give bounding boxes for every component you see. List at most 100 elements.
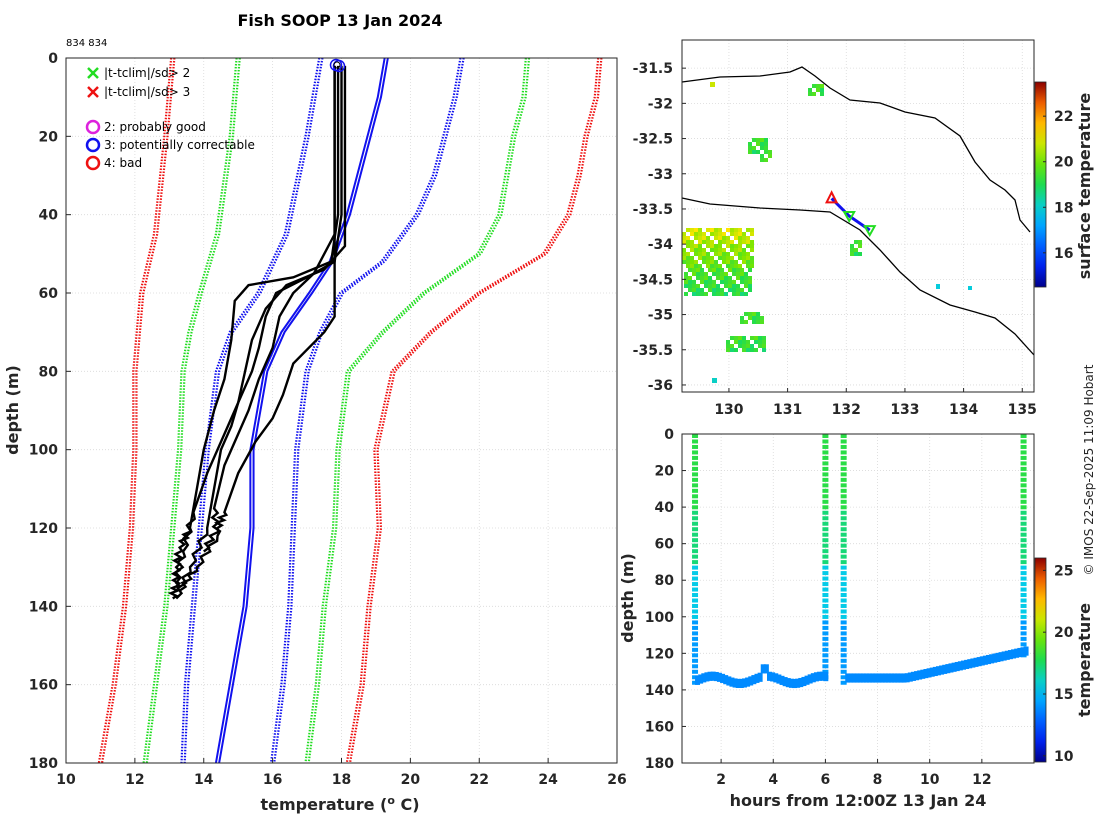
sst-patch [752, 146, 756, 150]
cast-point [840, 444, 847, 449]
sst-patch [714, 252, 718, 256]
sst-patch [728, 284, 732, 288]
ship-track [830, 197, 871, 232]
x-tick-label: 12 [972, 772, 991, 788]
bottom-point [795, 678, 801, 688]
cast-point [692, 647, 699, 652]
time-depth-x-label: hours from 12:00Z 13 Jan 24 [730, 791, 987, 810]
cast-point [1020, 499, 1027, 504]
sst-patch [736, 272, 740, 276]
sst-patch [756, 138, 760, 142]
sst-patch [710, 244, 714, 248]
sst-patch [742, 344, 746, 348]
profile-line [167, 65, 343, 600]
cast-point [822, 554, 829, 559]
y-tick-label: -33 [648, 167, 673, 183]
sst-patch [706, 236, 710, 240]
cast-point [692, 636, 699, 641]
x-tick-label: 26 [607, 772, 626, 788]
sst-patch [726, 228, 730, 232]
legend-label: 3: potentially correctable [104, 138, 255, 152]
sst-patch [850, 244, 854, 248]
sst-patch [808, 92, 812, 96]
sst-patch [720, 272, 724, 276]
cast-point [822, 521, 829, 526]
colorbar-tick-label: 22 [1054, 109, 1073, 125]
sst-patch [692, 272, 696, 276]
sst-patch [726, 344, 730, 348]
sst-patch [684, 280, 688, 284]
cast-point [822, 505, 829, 510]
sst-patch [698, 228, 702, 232]
bottom-point [957, 661, 963, 671]
bottom-point [767, 671, 773, 681]
sst-patch [712, 272, 716, 276]
cast-point [840, 461, 847, 466]
bottom-point [757, 672, 763, 682]
bottom-point [876, 673, 882, 683]
climatology-line-red-right [348, 57, 603, 764]
sst-patch [694, 244, 698, 248]
bottom-point [989, 654, 995, 664]
sst-pixel [712, 378, 717, 383]
sst-patch [742, 240, 746, 244]
sst-patch [706, 240, 710, 244]
sst-patch [730, 232, 734, 236]
legend-circle-marker [85, 137, 101, 153]
sst-patch [682, 232, 686, 236]
sst-patch [742, 256, 746, 260]
bottom-point [992, 653, 998, 663]
y-tick-label: 160 [645, 719, 674, 735]
bottom-point [813, 672, 819, 682]
bottom-point [926, 668, 932, 678]
bottom-point [982, 655, 988, 665]
sst-patch [704, 280, 708, 284]
cast-point [822, 593, 829, 598]
climatology-line-green-right [304, 57, 527, 764]
x-tick-label: 2 [716, 772, 726, 788]
flag-marker-inner [333, 61, 341, 69]
sst-patch [716, 276, 720, 280]
sst-patch [724, 292, 728, 296]
sst-patch [738, 264, 742, 268]
sst-patch [682, 236, 686, 240]
bottom-point [704, 672, 710, 682]
sst-patch [764, 158, 768, 162]
colorbar-tick-label: 18 [1054, 200, 1073, 216]
track-start-marker [824, 190, 839, 204]
cast-point [822, 587, 829, 592]
sst-patch [726, 260, 730, 264]
bottom-point [951, 662, 957, 672]
y-tick-label: 140 [645, 683, 674, 699]
bottom-point [914, 671, 920, 681]
sst-patch [816, 88, 820, 92]
sst-patch [746, 228, 750, 232]
cast-point [840, 455, 847, 460]
sst-patch [690, 260, 694, 264]
cast-point [692, 658, 699, 663]
cast-point [840, 434, 847, 438]
sst-patch [750, 256, 754, 260]
sst-patch [726, 236, 730, 240]
sst-patch [758, 344, 762, 348]
y-tick-label: -36 [648, 378, 673, 394]
sst-patch [748, 312, 752, 316]
bottom-point [970, 658, 976, 668]
sst-patch [740, 320, 744, 324]
sst-patch [726, 252, 730, 256]
cast-point [692, 603, 699, 608]
bottom-point [942, 664, 948, 674]
legend-label: |t-tclim|/sd> 3 [104, 85, 190, 99]
climatology-line-blue-left [183, 57, 324, 764]
cast-point [840, 603, 847, 608]
sst-patch [760, 138, 764, 142]
legend: |t-tclim|/sd> 2 |t-tclim|/sd> 3 2: probabl… [85, 66, 255, 171]
y-tick-label: -35.5 [633, 343, 673, 359]
cast-point [840, 669, 847, 674]
sst-patch [730, 264, 734, 268]
cast-point [840, 472, 847, 477]
sst-patch [746, 340, 750, 344]
sst-patch [850, 248, 854, 252]
sst-patch [710, 240, 714, 244]
sst-patch [700, 268, 704, 272]
